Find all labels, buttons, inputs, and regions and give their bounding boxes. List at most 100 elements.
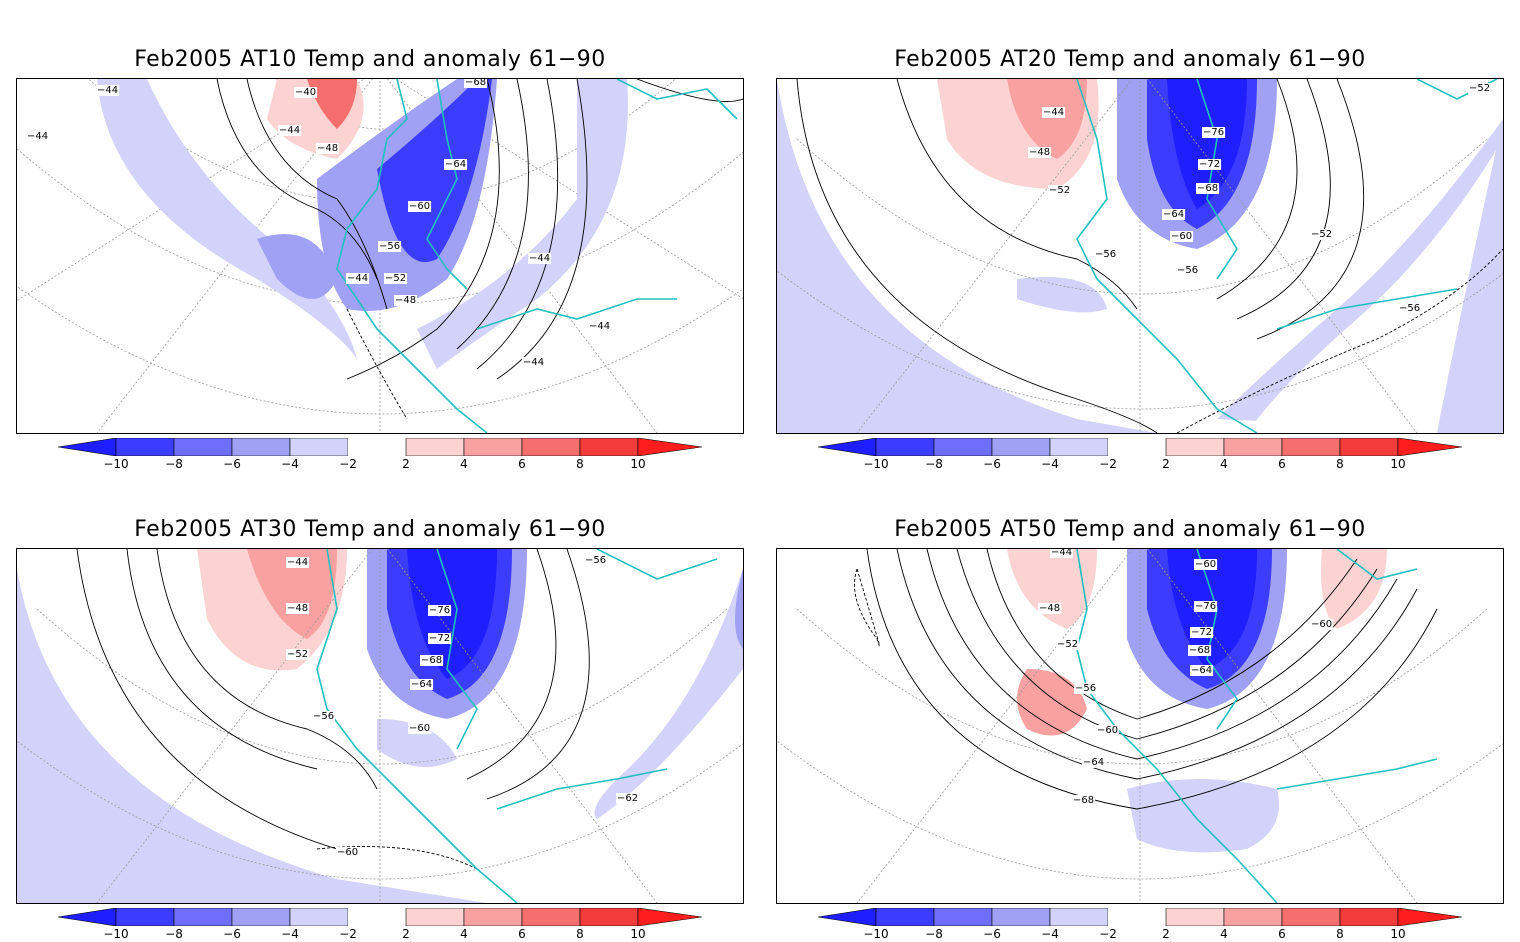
colorbar-tick: 2	[1162, 457, 1170, 471]
colorbar-tick: 8	[1336, 457, 1344, 471]
colorbar-tick: −10	[103, 927, 129, 941]
contour-label-bg	[278, 125, 302, 136]
map-frame: −44 −48 −52 −76 −72 −68 −64 −56 −60 −56 …	[16, 548, 744, 904]
anomaly-fill	[97, 79, 628, 369]
contour-label: −72	[1199, 159, 1220, 170]
colorbar-tick: −6	[983, 927, 1001, 941]
isotherms	[216, 79, 743, 420]
colorbar-tick: −8	[165, 457, 183, 471]
contour-label-bg	[1170, 231, 1194, 242]
colorbar-tick: 8	[1336, 927, 1344, 941]
contour-label-bg	[1190, 627, 1214, 638]
contour-label-bg	[1190, 665, 1214, 676]
map-frame: −44 −48 −52 −76 −72 −68 −64 −60 −56 −56 …	[776, 78, 1504, 434]
anomaly-fill	[1007, 549, 1097, 629]
contour-label: −62	[617, 793, 638, 804]
contour-label: −44	[1051, 549, 1072, 558]
colorbar-tick: −2	[1099, 927, 1117, 941]
colorbar: −10 −8 −6 −4 −2 2 4 6 8 10	[57, 907, 703, 942]
anomaly-fill	[17, 569, 487, 903]
contour-label: −44	[523, 357, 544, 368]
contour-label-bg	[616, 793, 640, 804]
contour-label: −44	[589, 321, 610, 332]
contour-label-bg	[286, 557, 310, 568]
contour-label-bg	[584, 555, 608, 566]
colorbar-tick: −10	[103, 457, 129, 471]
contour-label-bg	[312, 711, 336, 722]
panel-title: Feb2005 AT50 Temp and anomaly 61−90	[894, 517, 1366, 542]
contour-label: −68	[1073, 795, 1094, 806]
colorbar-tick: 10	[630, 457, 646, 471]
contour-label-bg	[26, 131, 50, 142]
colorbar-tick: −8	[925, 927, 943, 941]
colorbar-tick: −4	[1041, 457, 1059, 471]
contour-label: −56	[1399, 303, 1420, 314]
contour-label: −44	[347, 273, 368, 284]
contour-label-bg	[1074, 683, 1098, 694]
colorbar-tick: 10	[1390, 457, 1406, 471]
colorbar-tick: −6	[983, 457, 1001, 471]
contour-label: −40	[295, 87, 316, 98]
colorbar-tick: 4	[460, 457, 468, 471]
polar-map: −44 −40 −68 −44 −48 −64 −60 −56 −52 −44 …	[17, 79, 743, 433]
colorbar-tick: 10	[630, 927, 646, 941]
contour-label-bg	[1162, 209, 1186, 220]
contour-label: −68	[1189, 645, 1210, 656]
colorbar-tick: −4	[281, 457, 299, 471]
contour-label: −76	[1195, 601, 1216, 612]
contour-label: −56	[585, 555, 606, 566]
contour-label: −64	[1083, 757, 1104, 768]
contour-label: −60	[1195, 559, 1216, 570]
contour-label-bg	[420, 655, 444, 666]
polar-map: −44 −48 −52 −76 −72 −68 −64 −60 −56 −56 …	[777, 79, 1503, 433]
contour-label-bg	[1096, 725, 1120, 736]
colorbar: −10 −8 −6 −4 −2 2 4 6 8 10	[57, 437, 703, 472]
contour-label-bg	[1048, 185, 1072, 196]
map-frame: −44 −40 −68 −44 −48 −64 −60 −56 −52 −44 …	[16, 78, 744, 434]
contour-label-bg	[1310, 229, 1334, 240]
contour-label: −76	[1203, 127, 1224, 138]
contour-label: −56	[1095, 249, 1116, 260]
colorbar-tick: −10	[863, 457, 889, 471]
contour-label: −72	[1191, 627, 1212, 638]
contour-label-bg	[1042, 107, 1066, 118]
contour-label-bg	[1398, 303, 1422, 314]
contour-label-bg	[522, 357, 546, 368]
contour-label: −44	[27, 131, 48, 142]
contour-label-bg	[408, 723, 432, 734]
contour-label: −60	[1311, 619, 1332, 630]
contour-labels: −44 −40 −68 −44 −48 −64 −60 −56 −52 −44 …	[26, 79, 612, 368]
contour-label: −52	[1049, 185, 1070, 196]
colorbar-tick: 6	[1278, 927, 1286, 941]
contour-label-bg	[1094, 249, 1118, 260]
contour-label-bg	[1310, 619, 1334, 630]
contour-label-bg	[428, 605, 452, 616]
panel-title: Feb2005 AT30 Temp and anomaly 61−90	[134, 517, 606, 542]
contour-label-bg	[1198, 159, 1222, 170]
contour-label: −44	[529, 253, 550, 264]
panel-title: Feb2005 AT10 Temp and anomaly 61−90	[134, 47, 606, 72]
colorbar-swatches	[57, 437, 703, 457]
polar-map: −44 −48 −52 −76 −72 −68 −64 −56 −60 −56 …	[17, 549, 743, 903]
contour-label: −56	[1177, 265, 1198, 276]
contour-label-bg	[1038, 603, 1062, 614]
colorbar-tick: −6	[223, 927, 241, 941]
contour-label: −44	[279, 125, 300, 136]
contour-label: −56	[379, 241, 400, 252]
colorbar-tick: 2	[402, 927, 410, 941]
colorbar-tick: −2	[339, 457, 357, 471]
colorbar: −10 −8 −6 −4 −2 2 4 6 8 10	[817, 437, 1463, 472]
contour-label: −60	[409, 723, 430, 734]
contour-label: −56	[1075, 683, 1096, 694]
contour-label-bg	[1082, 757, 1106, 768]
contour-label-bg	[1072, 795, 1096, 806]
contour-label: −64	[445, 159, 466, 170]
contour-label: −60	[1171, 231, 1192, 242]
contour-label-bg	[408, 201, 432, 212]
contour-label-bg	[294, 87, 318, 98]
contour-label-bg	[96, 85, 120, 96]
panel-title: Feb2005 AT20 Temp and anomaly 61−90	[894, 47, 1366, 72]
colorbar-swatches	[817, 907, 1463, 927]
map-panel-at10: Feb2005 AT10 Temp and anomaly 61−90	[0, 0, 744, 472]
colorbar-tick: 8	[576, 927, 584, 941]
